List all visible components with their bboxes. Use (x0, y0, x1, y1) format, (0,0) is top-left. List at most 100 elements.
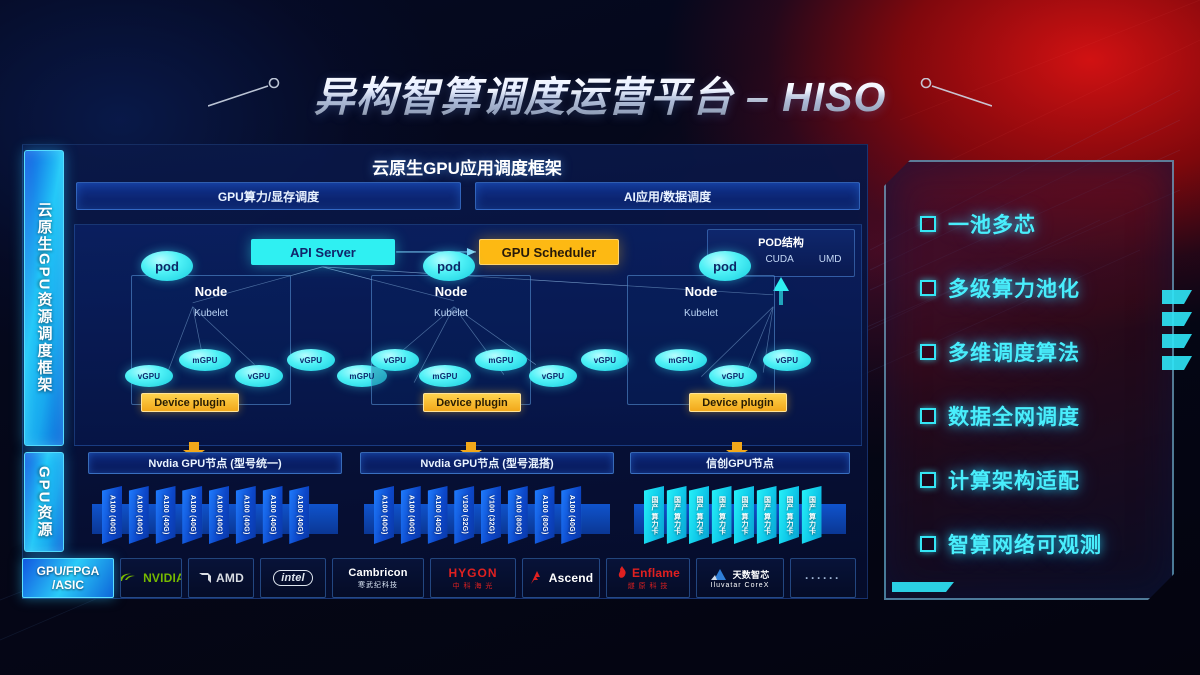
sidebar-tab-gpu-resource[interactable]: GPU资源 (24, 452, 64, 552)
gpu-card-label: 国产 算力卡 (808, 495, 816, 535)
gpu-card[interactable]: A100 (40G) (235, 486, 256, 544)
gpu-group-1-title: Nvdia GPU节点 (型号统一) (88, 452, 342, 474)
page-title: 异构智算调度运营平台 – HISO (314, 63, 887, 123)
gpu-scheduler-node[interactable]: GPU Scheduler (479, 239, 619, 265)
gpu-card[interactable]: A100 (40G) (427, 486, 448, 544)
feature-item-2[interactable]: 多级算力池化 (920, 256, 1172, 320)
feature-item-1[interactable]: 一池多芯 (920, 192, 1172, 256)
vendor-name: NVIDIA (143, 571, 182, 585)
checkbox-icon[interactable] (920, 280, 936, 296)
feature-item-4[interactable]: 数据全网调度 (920, 384, 1172, 448)
node-2-gpu-3[interactable]: mGPU (475, 349, 527, 371)
gpu-group-2: Nvdia GPU节点 (型号混搭) A100 (40G) A100 (40G) A… (360, 452, 614, 550)
top-bar-ai-data[interactable]: AI应用/数据调度 (475, 182, 860, 210)
node-3-gpu-3[interactable]: vGPU (763, 349, 811, 371)
node-3-gpu-1[interactable]: mGPU (655, 349, 707, 371)
vendor-cell[interactable]: Enflame 燧 原 科 技 (606, 558, 690, 598)
k8s-scheduling-layer: API Server GPU Scheduler POD结构 APP CUDA … (74, 224, 862, 446)
feature-5-label: 计算架构适配 (948, 470, 1080, 493)
diagram-stage: 云原生GPU应用调度框架 GPU算力/显存调度 AI应用/数据调度 API Se… (70, 150, 864, 552)
gpu-card[interactable]: A100 (40G) (374, 486, 394, 544)
node-1-device-plugin[interactable]: Device plugin (141, 393, 239, 412)
node-1-gpu-2[interactable]: mGPU (179, 349, 231, 371)
vendor-cell[interactable]: NVIDIA (120, 558, 182, 598)
gpu-card[interactable]: A100 (40G) (209, 486, 229, 544)
pod-structure-item-cuda: CUDA (765, 254, 794, 265)
node-3-pod[interactable]: pod (699, 251, 751, 281)
features-panel-decoration-bottom (892, 582, 954, 592)
gpu-card[interactable]: 国产 算力卡 (734, 486, 754, 544)
feature-item-3[interactable]: 多维调度算法 (920, 320, 1172, 384)
sidebar-tab-framework-label: 云原生GPU资源调度框架 (35, 202, 53, 394)
gpu-card-label: A100 (40G) (407, 495, 415, 535)
feature-2-label: 多级算力池化 (948, 278, 1080, 301)
gpu-card[interactable]: A100 (40G) (400, 486, 421, 544)
gpu-card[interactable]: 国产 算力卡 (666, 486, 687, 544)
gpu-card[interactable]: A100 (80G) (534, 486, 555, 544)
gpu-card[interactable]: 国产 算力卡 (711, 486, 732, 544)
node-3-gpu-2[interactable]: vGPU (709, 365, 757, 387)
gpu-card-label: A100 (40G) (162, 495, 169, 535)
feature-item-5[interactable]: 计算架构适配 (920, 448, 1172, 512)
checkbox-icon[interactable] (920, 472, 936, 488)
sidebar-tab-framework[interactable]: 云原生GPU资源调度框架 (24, 150, 64, 446)
node-1-gpu-4[interactable]: vGPU (287, 349, 335, 371)
vendor-cell[interactable]: Cambricon 寒武纪科技 (332, 558, 424, 598)
gpu-card[interactable]: A100 (40G) (102, 486, 122, 544)
gpu-card[interactable]: 国产 算力卡 (779, 486, 799, 544)
features-panel-decoration-right (1162, 290, 1192, 370)
node-2-gpu-2[interactable]: mGPU (419, 365, 471, 387)
gpu-card-label: V100 (32G) (460, 495, 468, 535)
vendor-name: AMD (216, 571, 244, 585)
gpu-card[interactable]: 国产 算力卡 (801, 486, 822, 544)
gpu-card-label: 国产 算力卡 (718, 495, 726, 535)
feature-3-label: 多维调度算法 (948, 342, 1080, 365)
node-2-gpu-4[interactable]: vGPU (529, 365, 577, 387)
vendor-cell[interactable]: Ascend (522, 558, 600, 598)
checkbox-icon[interactable] (920, 344, 936, 360)
node-1-gpu-1[interactable]: vGPU (125, 365, 173, 387)
vendor-cell[interactable]: AMD (188, 558, 254, 598)
feature-item-6[interactable]: 智算网络可观测 (920, 512, 1172, 576)
node-2-pod[interactable]: pod (423, 251, 475, 281)
checkbox-icon[interactable] (920, 536, 936, 552)
gpu-card[interactable]: 国产 算力卡 (644, 486, 664, 544)
vendor-cell[interactable]: HYGON 中 科 海 光 (430, 558, 516, 598)
gpu-card[interactable]: V100 (32G) (454, 486, 475, 544)
gpu-card[interactable]: 国产 算力卡 (756, 486, 777, 544)
vendor-cell[interactable]: 天数智芯 Iluvatar CoreX (696, 558, 784, 598)
gpu-card[interactable]: A100 (40G) (262, 486, 283, 544)
node-3-device-plugin[interactable]: Device plugin (689, 393, 787, 412)
vendor-strip: GPU/FPGA /ASIC NVIDIA AMD intel Cambricon 寒武… (22, 558, 868, 598)
node-1-pod[interactable]: pod (141, 251, 193, 281)
vendor-name: intel (273, 570, 313, 586)
gpu-group-1: Nvdia GPU节点 (型号统一) A100 (40G) A100 (40G) A… (88, 452, 342, 550)
node-2-device-plugin[interactable]: Device plugin (423, 393, 521, 412)
gpu-card[interactable]: A100 (40G) (155, 486, 176, 544)
gpu-card[interactable]: A100 (40G) (182, 486, 203, 544)
node-2-gpu-5[interactable]: vGPU (581, 349, 629, 371)
gpu-card[interactable]: A100 (80G) (507, 486, 528, 544)
vendor-name: 天数智芯 (732, 569, 770, 580)
gpu-card[interactable]: A100 (40G) (128, 486, 149, 544)
vendor-cell[interactable]: intel (260, 558, 326, 598)
pod-structure-arrow-icon (773, 277, 789, 305)
title-right-decoration (921, 78, 993, 107)
top-bar-gpu-compute[interactable]: GPU算力/显存调度 (76, 182, 461, 210)
checkbox-icon[interactable] (920, 216, 936, 232)
node-1-gpu-3[interactable]: vGPU (235, 365, 283, 387)
gpu-card[interactable]: 国产 算力卡 (689, 486, 709, 544)
api-server-node[interactable]: API Server (251, 239, 395, 265)
gpu-group-3-stack: 国产 算力卡 国产 算力卡 国产 算力卡 国产 算力卡 国产 算力卡 国产 算力卡 国产 算… (630, 486, 850, 548)
gpu-card-label: A100 (40G) (380, 495, 388, 535)
vendor-cell[interactable]: ······ (790, 558, 856, 598)
gpu-card[interactable]: A100 (40G) (561, 486, 582, 544)
gpu-card[interactable]: V100 (32G) (481, 486, 501, 544)
node-2-gpu-1[interactable]: vGPU (371, 349, 419, 371)
feature-1-label: 一池多芯 (948, 214, 1036, 237)
pod-structure-title: POD结构 (758, 237, 804, 249)
gpu-card[interactable]: A100 (40G) (289, 486, 310, 544)
node-1-gpu-5[interactable]: mGPU (337, 365, 387, 387)
nvidia-icon (121, 572, 139, 584)
checkbox-icon[interactable] (920, 408, 936, 424)
